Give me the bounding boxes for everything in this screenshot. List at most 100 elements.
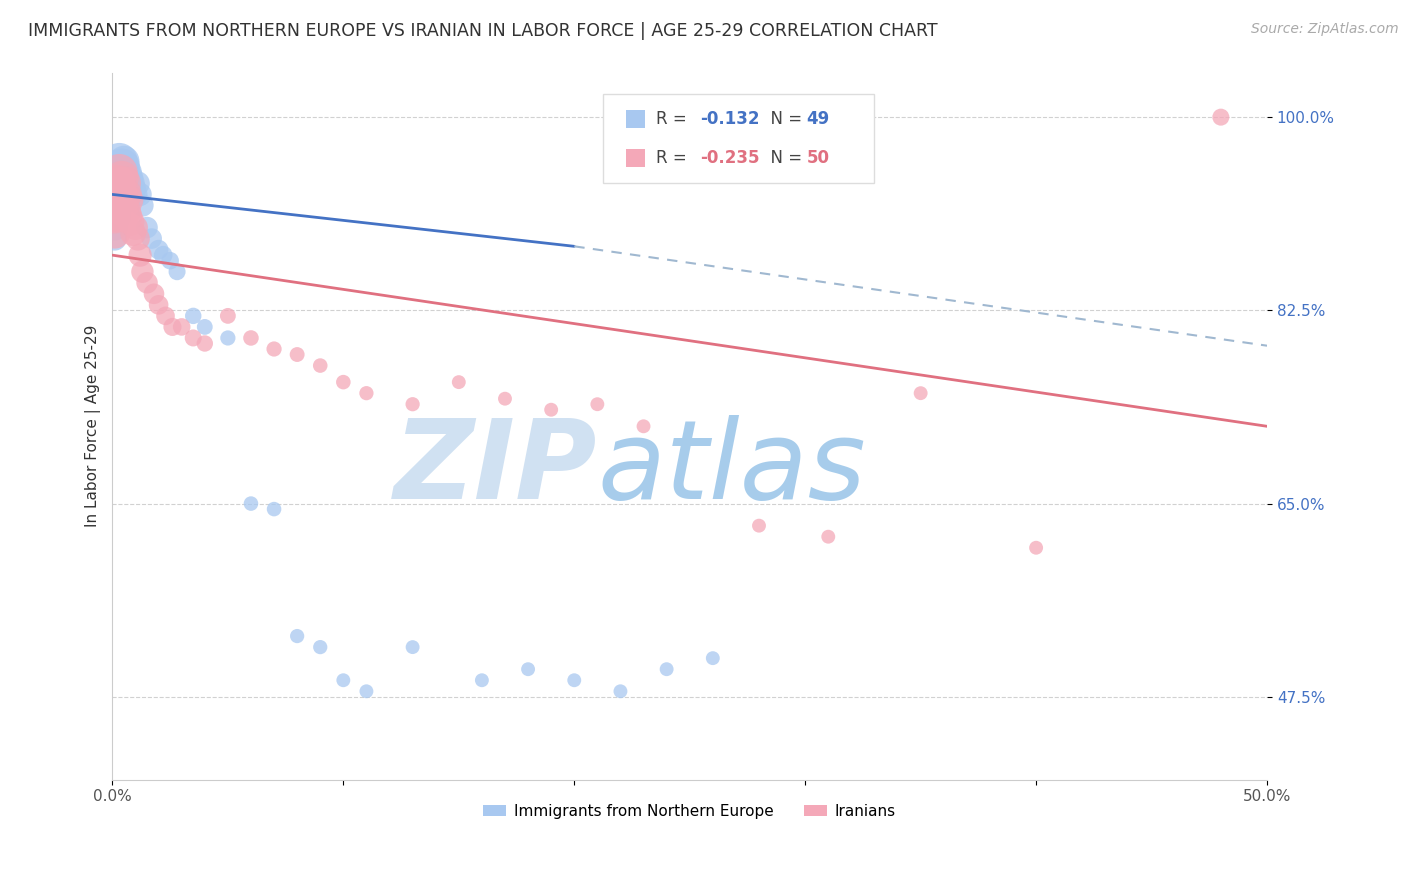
Text: N =: N = [761, 110, 807, 128]
Point [239, 331, 262, 345]
Point [112, 154, 135, 169]
Point [401, 640, 423, 654]
Text: 50: 50 [807, 149, 830, 167]
Point [217, 331, 239, 345]
Point [105, 193, 128, 207]
Point [239, 497, 262, 511]
Point [141, 231, 163, 245]
Text: -0.235: -0.235 [700, 149, 759, 167]
Point [194, 320, 217, 334]
Point [517, 662, 540, 676]
Point [122, 226, 145, 240]
Text: 49: 49 [807, 110, 830, 128]
Point [263, 502, 285, 516]
Point [447, 375, 470, 389]
Text: -0.132: -0.132 [700, 110, 759, 128]
Point [162, 320, 184, 334]
Point [117, 187, 139, 202]
Point [143, 286, 166, 301]
Point [285, 347, 308, 361]
Point [181, 331, 204, 345]
Text: R =: R = [657, 149, 692, 167]
Point [152, 248, 174, 262]
Point [104, 210, 127, 224]
Point [129, 248, 152, 262]
Y-axis label: In Labor Force | Age 25-29: In Labor Force | Age 25-29 [86, 325, 101, 527]
Point [117, 170, 139, 185]
Text: ZIP: ZIP [394, 415, 598, 522]
Point [111, 187, 134, 202]
Point [111, 170, 134, 185]
FancyBboxPatch shape [603, 95, 875, 183]
Point [115, 165, 138, 179]
Point [148, 243, 170, 257]
Point [105, 210, 128, 224]
Point [108, 165, 131, 179]
Point [120, 177, 142, 191]
Point [332, 673, 354, 688]
Point [155, 309, 177, 323]
Point [131, 198, 153, 212]
Point [108, 182, 131, 196]
FancyBboxPatch shape [626, 110, 645, 128]
Point [117, 193, 139, 207]
Point [112, 177, 135, 191]
Point [120, 215, 142, 229]
Point [104, 231, 127, 245]
Point [194, 336, 217, 351]
Point [356, 684, 378, 698]
Point [104, 220, 127, 235]
Point [159, 253, 181, 268]
Point [817, 530, 839, 544]
Point [471, 673, 494, 688]
Point [115, 182, 138, 196]
Point [122, 182, 145, 196]
Point [148, 298, 170, 312]
Point [562, 673, 585, 688]
Point [105, 210, 128, 224]
Point [115, 187, 138, 202]
Point [108, 170, 131, 185]
Point [540, 402, 562, 417]
Point [217, 309, 239, 323]
Legend: Immigrants from Northern Europe, Iranians: Immigrants from Northern Europe, Iranian… [478, 797, 903, 825]
Text: Source: ZipAtlas.com: Source: ZipAtlas.com [1251, 22, 1399, 37]
Point [104, 198, 127, 212]
Point [285, 629, 308, 643]
Point [748, 518, 770, 533]
Point [111, 193, 134, 207]
Point [1209, 110, 1232, 124]
Point [609, 684, 631, 698]
Point [108, 154, 131, 169]
Point [586, 397, 609, 411]
Point [129, 187, 152, 202]
Point [702, 651, 724, 665]
Text: R =: R = [657, 110, 692, 128]
Point [124, 187, 146, 202]
Point [655, 662, 678, 676]
Point [112, 170, 135, 185]
Point [104, 193, 127, 207]
Point [105, 165, 128, 179]
Point [124, 220, 146, 235]
Text: IMMIGRANTS FROM NORTHERN EUROPE VS IRANIAN IN LABOR FORCE | AGE 25-29 CORRELATIO: IMMIGRANTS FROM NORTHERN EUROPE VS IRANI… [28, 22, 938, 40]
Point [401, 397, 423, 411]
Point [181, 309, 204, 323]
Point [105, 198, 128, 212]
Point [1025, 541, 1047, 555]
Text: N =: N = [761, 149, 807, 167]
Point [136, 220, 159, 235]
Point [910, 386, 932, 401]
Point [309, 359, 332, 373]
Point [112, 193, 135, 207]
Point [105, 177, 128, 191]
Point [166, 265, 188, 279]
Point [170, 320, 193, 334]
Point [115, 204, 138, 219]
Point [104, 226, 127, 240]
Point [111, 204, 134, 219]
Point [111, 160, 134, 174]
Point [494, 392, 516, 406]
Point [108, 198, 131, 212]
Point [111, 177, 134, 191]
